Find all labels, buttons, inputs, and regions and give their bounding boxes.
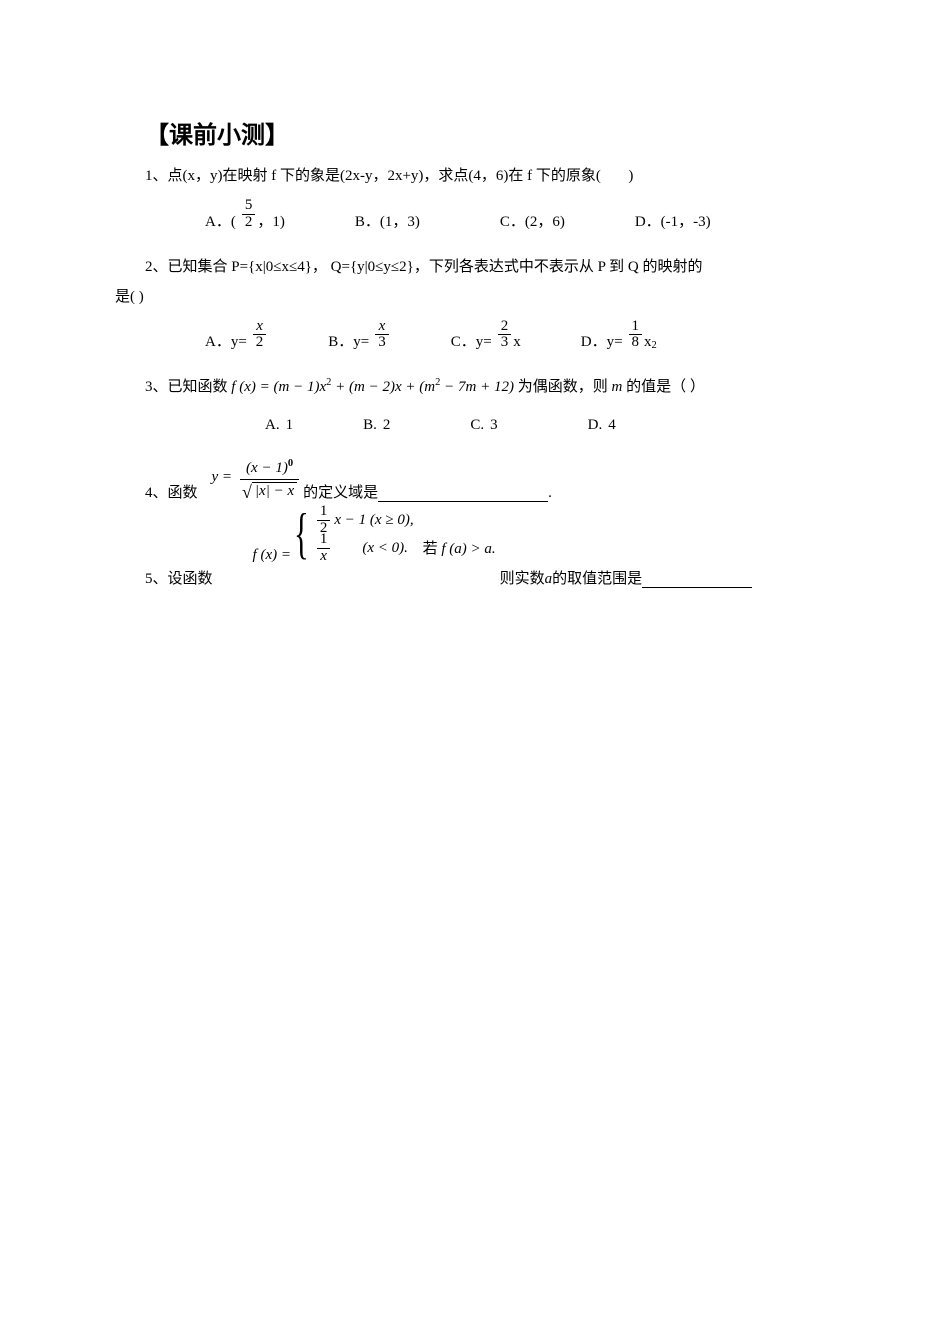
q5-mid-wrap: 若 f (a) > a. <box>423 537 496 558</box>
q2-b-num: x <box>375 319 389 336</box>
q2-opt-b: B．y= x 3 <box>328 319 390 352</box>
q1-stem-close: ) <box>628 168 633 184</box>
q2-stem-l2: 是( ) <box>115 289 144 305</box>
q2-stem: 2、已知集合 P={x|0≤x≤4}， Q={y|0≤y≤2}，下列各表达式中不… <box>145 255 825 279</box>
q2-opt-d: D．y= 1 8 x2 <box>581 319 657 352</box>
q2-d-num: 1 <box>629 319 643 336</box>
q2-opt-c: C．y= 2 3 x <box>451 319 521 352</box>
q3-a-val: 1 <box>286 417 294 434</box>
q1-opt-c: C．(2，6) <box>500 210 565 231</box>
q4-yeq: y = <box>212 469 233 486</box>
q3-b-lbl: B. <box>363 417 377 434</box>
q5-c2-cond: (x < 0). <box>362 540 408 557</box>
q2-c-den: 3 <box>498 335 512 351</box>
q4-tail-before: 的定义域是 <box>303 481 378 502</box>
q5-c1-num: 1 <box>317 504 331 521</box>
q4-blank[interactable] <box>378 486 548 502</box>
sqrt-icon: √ |x| − x <box>242 482 297 500</box>
q2-options: A．y= x 2 B．y= x 3 C．y= 2 3 x <box>145 319 825 352</box>
q2-c-frac: 2 3 <box>498 319 512 352</box>
content-area: 【课前小测】 1、点(x，y)在映射 f 下的象是(2x-y，2x+y)，求点(… <box>145 115 825 588</box>
q2-b-frac: x 3 <box>375 319 389 352</box>
page: 【课前小测】 1、点(x，y)在映射 f 下的象是(2x-y，2x+y)，求点(… <box>0 0 945 1337</box>
q1-opt-b: B．(1，3) <box>355 210 420 231</box>
q5-case2: 1 x (x < 0). <box>315 534 414 562</box>
q1-opt-d: D．(-1，-3) <box>635 210 711 231</box>
q1-d: D．(-1，-3) <box>635 210 711 231</box>
q2-stem-l2-wrap: 是( ) <box>115 285 825 309</box>
q4-line: 4、函数 y = (x − 1)0 √ |x| − x 的定义域是 . <box>145 458 825 502</box>
q1-a-lbl: A．( <box>205 210 236 231</box>
q5-c1-rest: x − 1 (x ≥ 0), <box>334 512 413 529</box>
q1-a-frac: 5 2 <box>242 198 256 231</box>
q3-opt-a: A. 1 <box>265 417 293 434</box>
section-title: 【课前小测】 <box>145 115 825 150</box>
q5-case1: 1 2 x − 1 (x ≥ 0), <box>315 506 414 534</box>
q3-opt-d: D. 4 <box>588 417 616 434</box>
q2-d-den: 8 <box>629 335 643 351</box>
q5-a: a <box>545 571 553 588</box>
q3-options: A. 1 B. 2 C. 3 D. 4 <box>145 417 825 434</box>
q5-fx: f (x) = <box>253 547 291 564</box>
q5-c2-den: x <box>317 549 331 565</box>
q3-before: 3、已知函数 <box>145 379 231 395</box>
q3-stem: 3、已知函数 f (x) = (m − 1)x2 + (m − 2)x + (m… <box>145 375 825 399</box>
q5-blank[interactable] <box>642 572 752 588</box>
q4-lead: 4、函数 <box>145 481 198 502</box>
q3-mid: 为偶函数，则 <box>518 379 612 395</box>
q1-b: B．(1，3) <box>355 210 420 231</box>
q3-c-lbl: C. <box>470 417 484 434</box>
q2-d-lbl: D．y= <box>581 330 623 351</box>
q3-formula: f (x) = (m − 1)x2 + (m − 2)x + (m2 − 7m … <box>231 379 514 395</box>
q1-c: C．(2，6) <box>500 210 565 231</box>
q5-tail-before: 则实数 <box>500 567 545 588</box>
q3-c-val: 3 <box>490 417 498 434</box>
q5-brace: { 1 2 x − 1 (x ≥ 0), 1 x <box>294 506 414 562</box>
q5-line: 5、设函数 f (x) = { 1 2 x − 1 (x ≥ 0), 1 <box>145 532 825 588</box>
q2-c-num: 2 <box>498 319 512 336</box>
q2-stem-l1: 2、已知集合 P={x|0≤x≤4}， Q={y|0≤y≤2}，下列各表达式中不… <box>145 259 702 275</box>
q4-tail-after: . <box>548 485 552 502</box>
q1-options: A．( 5 2 ，1) B．(1，3) C．(2，6) D．(-1，-3) <box>145 198 825 231</box>
q2-d-sup: 2 <box>652 340 657 351</box>
q3-d-lbl: D. <box>588 417 603 434</box>
q4-num-inner: x <box>251 460 258 476</box>
q2-opt-a: A．y= x 2 <box>205 319 268 352</box>
q3-after: 的值是（ ） <box>626 379 705 395</box>
q2-a-frac: x 2 <box>253 319 267 352</box>
q3-a-lbl: A. <box>265 417 280 434</box>
q4-sup: 0 <box>288 458 293 469</box>
q5-tail-mid: 的取值范围是 <box>552 567 642 588</box>
q1-a-den: 2 <box>242 215 256 231</box>
q2-a-lbl: A．y= <box>205 330 247 351</box>
q3-opt-c: C. 3 <box>470 417 497 434</box>
q5-lead: 5、设函数 <box>145 567 213 588</box>
q2-c-tail: x <box>513 334 521 351</box>
q1-a-tail: ，1) <box>257 210 285 231</box>
q5-cond: f (a) > a. <box>441 541 495 557</box>
q1-stem-text: 1、点(x，y)在映射 f 下的象是(2x-y，2x+y)，求点(4，6)在 f… <box>145 168 601 184</box>
q3-d-val: 4 <box>608 417 616 434</box>
q4-den: √ |x| − x <box>240 480 299 502</box>
q5-c2-num: 1 <box>317 532 331 549</box>
q3-b-val: 2 <box>383 417 391 434</box>
q1-stem: 1、点(x，y)在映射 f 下的象是(2x-y，2x+y)，求点(4，6)在 f… <box>145 164 825 188</box>
q2-b-den: 3 <box>375 335 389 351</box>
q4-frac: (x − 1)0 √ |x| − x <box>240 458 299 502</box>
q1-a-num: 5 <box>242 198 256 215</box>
q3-m: m <box>611 379 622 395</box>
q2-d-frac: 1 8 <box>629 319 643 352</box>
q4-num: (x − 1)0 <box>240 458 299 480</box>
q5-mid: 若 <box>423 541 442 557</box>
q1-opt-a: A．( 5 2 ，1) <box>205 198 285 231</box>
q2-d-tail: x <box>644 334 652 351</box>
q3-opt-b: B. 2 <box>363 417 390 434</box>
q2-a-den: 2 <box>253 335 267 351</box>
q2-a-num: x <box>253 319 267 336</box>
q2-b-lbl: B．y= <box>328 330 369 351</box>
q2-c-lbl: C．y= <box>451 330 492 351</box>
